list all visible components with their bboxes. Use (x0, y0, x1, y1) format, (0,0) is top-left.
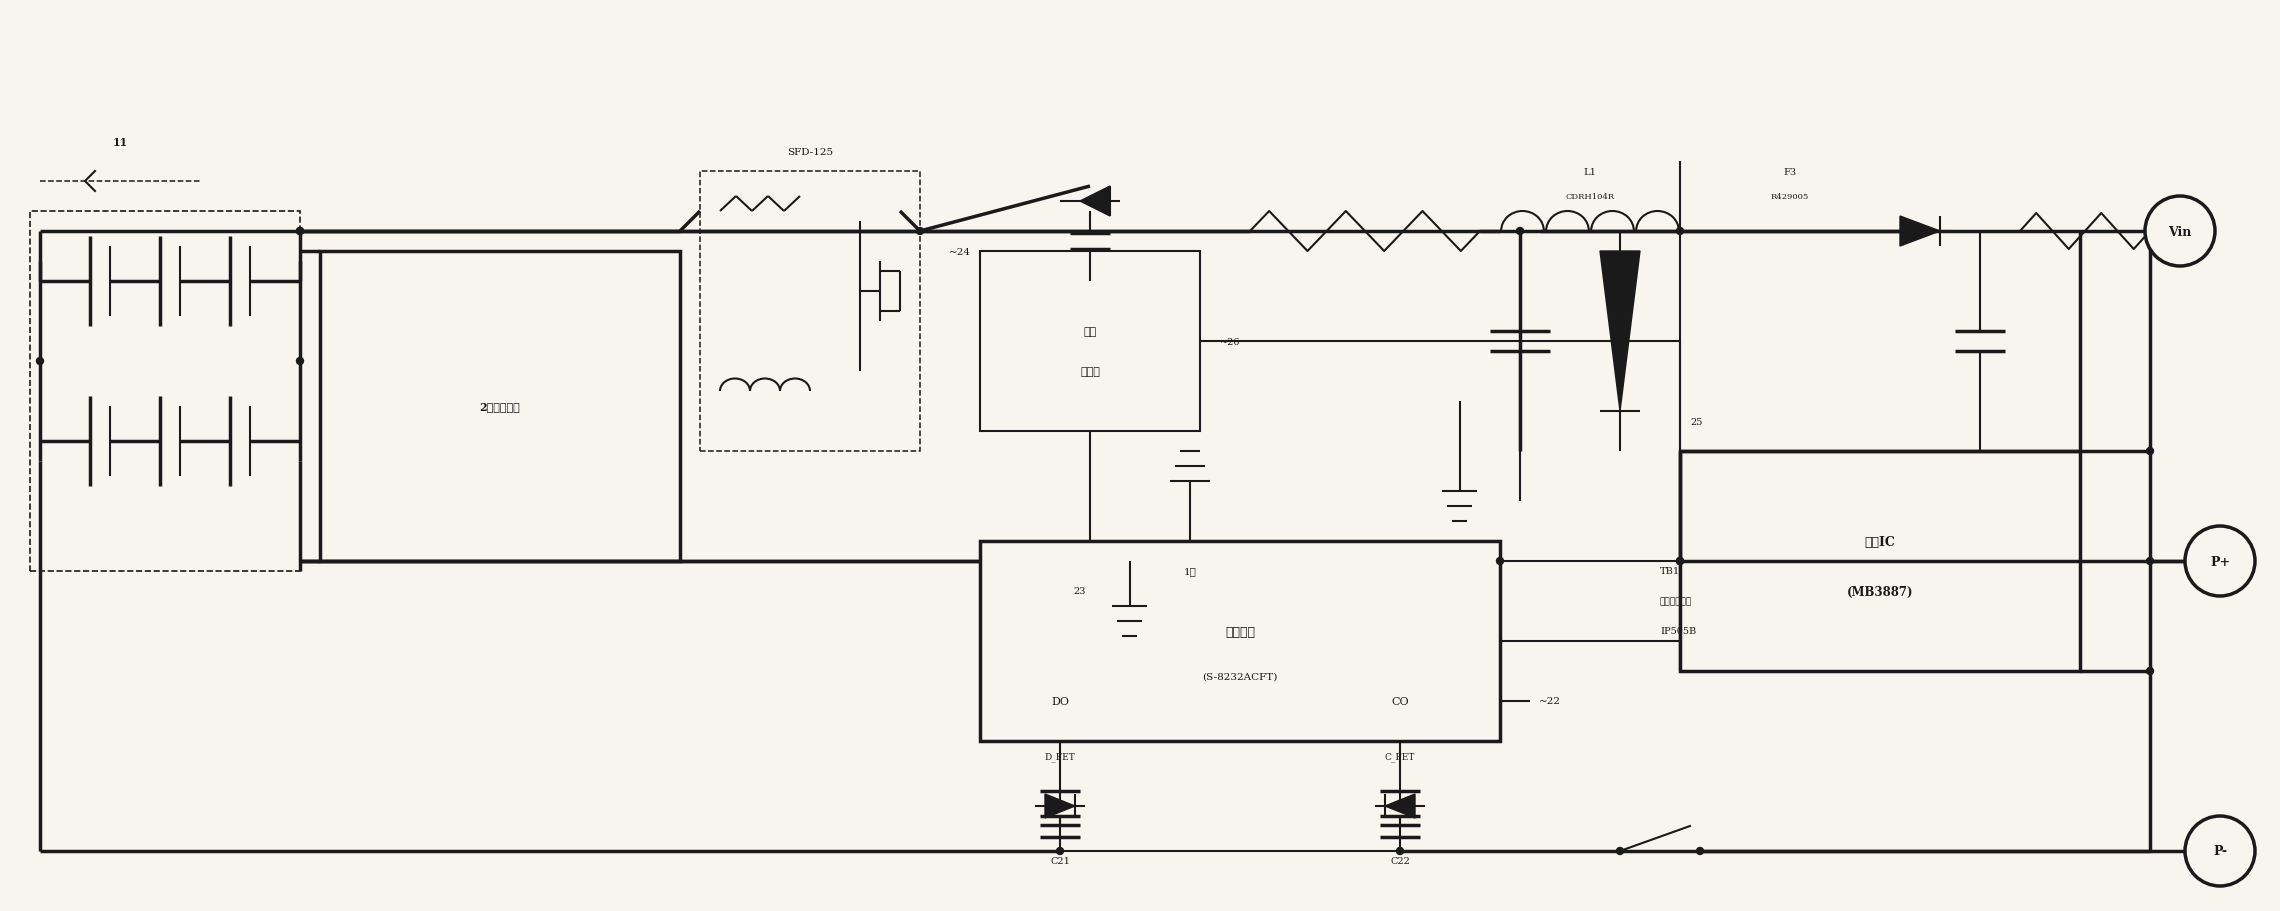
Circle shape (1516, 229, 1523, 235)
Text: C_FET: C_FET (1384, 752, 1416, 761)
Circle shape (1395, 847, 1404, 855)
Text: ~22: ~22 (1539, 697, 1562, 706)
Text: R429005: R429005 (1772, 193, 1808, 200)
Circle shape (1496, 558, 1503, 565)
Text: 保护电路: 保护电路 (1224, 625, 1254, 638)
Text: P+: P+ (2209, 555, 2230, 568)
Text: DO: DO (1051, 696, 1069, 706)
Polygon shape (1044, 794, 1074, 818)
Bar (30, 211, 301, 571)
Text: ~24: ~24 (948, 247, 971, 256)
Text: CO: CO (1391, 696, 1409, 706)
Text: D_FET: D_FET (1044, 752, 1076, 761)
Circle shape (2145, 668, 2155, 675)
Text: 1次: 1次 (1183, 567, 1197, 576)
Circle shape (2145, 197, 2214, 267)
Polygon shape (1081, 187, 1110, 217)
Text: SFD-125: SFD-125 (787, 148, 832, 157)
Circle shape (1617, 847, 1623, 855)
Polygon shape (1899, 217, 1940, 247)
Text: 11: 11 (112, 137, 128, 148)
Text: (MB3887): (MB3887) (1847, 585, 1913, 598)
Bar (700, 172, 921, 452)
Circle shape (1696, 847, 1703, 855)
Text: 25: 25 (1689, 417, 1703, 426)
Text: C21: C21 (1051, 856, 1069, 865)
Bar (980, 251, 1199, 432)
Circle shape (296, 229, 303, 235)
Text: 23: 23 (1074, 587, 1085, 596)
Text: 充电IC: 充电IC (1865, 535, 1895, 548)
Circle shape (1056, 847, 1062, 855)
Text: Vin: Vin (2168, 225, 2191, 239)
Text: IP505B: IP505B (1660, 627, 1696, 636)
Circle shape (2145, 558, 2155, 565)
Circle shape (2184, 816, 2255, 886)
Circle shape (36, 358, 43, 365)
Text: (S-8232ACFT): (S-8232ACFT) (1202, 671, 1277, 681)
Text: L1: L1 (1585, 168, 1596, 177)
Bar (319, 251, 679, 561)
Circle shape (1676, 558, 1683, 565)
Circle shape (2145, 448, 2155, 455)
Circle shape (2184, 527, 2255, 597)
Circle shape (1676, 558, 1683, 565)
Text: F3: F3 (1783, 168, 1797, 177)
Text: ~26: ~26 (1220, 337, 1240, 346)
Text: 计算机: 计算机 (1081, 366, 1099, 376)
Text: 微型: 微型 (1083, 327, 1097, 337)
Text: （热切断器）: （热切断器） (1660, 597, 1692, 606)
Circle shape (1676, 229, 1683, 235)
Polygon shape (1384, 794, 1416, 818)
Text: P-: P- (2214, 844, 2228, 857)
Bar (980, 541, 1500, 742)
Polygon shape (1601, 251, 1639, 412)
Text: C22: C22 (1391, 856, 1409, 865)
Text: CDRH104R: CDRH104R (1566, 193, 1614, 200)
Circle shape (296, 358, 303, 365)
Bar (1680, 452, 2079, 671)
Circle shape (917, 229, 923, 235)
Circle shape (296, 229, 303, 235)
Text: TB1: TB1 (1660, 567, 1680, 576)
Text: 2次保护电路: 2次保护电路 (479, 401, 520, 412)
